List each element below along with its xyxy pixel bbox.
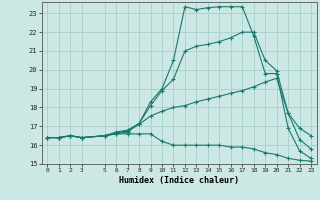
X-axis label: Humidex (Indice chaleur): Humidex (Indice chaleur) (119, 176, 239, 185)
